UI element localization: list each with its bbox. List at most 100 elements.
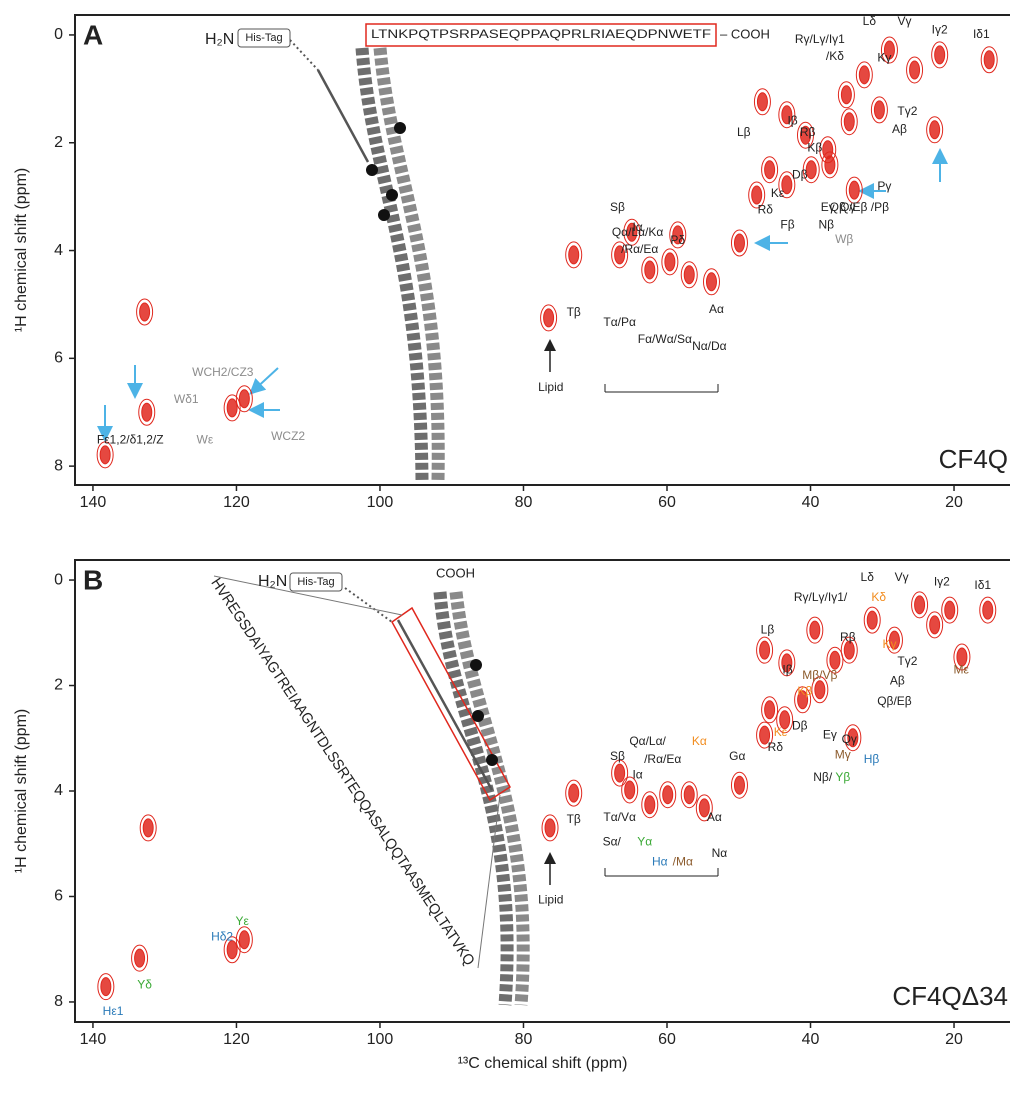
peak — [662, 785, 674, 805]
spin-label — [470, 659, 482, 671]
peak — [982, 600, 994, 620]
peak-contour — [826, 646, 844, 674]
peak — [644, 260, 656, 280]
peak-label: Fε1,2/δ1,2/Z — [97, 432, 164, 446]
peak-label: Kβ — [797, 684, 812, 698]
x-tick-label: 80 — [515, 1031, 533, 1048]
peak-label: Gα — [729, 749, 745, 763]
y-tick-label: 8 — [54, 457, 63, 474]
peak-label: /Rα/Eα — [644, 752, 681, 766]
peak-contour — [911, 591, 929, 619]
peak-label: Mγ — [835, 747, 851, 761]
peak-label: Dβ — [792, 167, 808, 181]
y-tick-label: 2 — [54, 677, 63, 694]
x-tick-label: 140 — [80, 494, 107, 511]
peak — [944, 600, 956, 620]
peak-label: Fα/Wα/Sα — [638, 332, 692, 346]
plot-frame — [74, 14, 1010, 486]
peak-label: Hε1 — [103, 1004, 124, 1018]
peak-contour — [806, 616, 824, 644]
peak — [614, 763, 626, 783]
peak-contour — [880, 36, 898, 64]
peak-label: Sα/ — [603, 834, 622, 848]
peak — [238, 930, 250, 950]
peak — [644, 795, 656, 815]
spin-label — [472, 710, 484, 722]
peak — [134, 948, 146, 968]
peak — [847, 728, 859, 748]
peak-contour — [885, 626, 903, 654]
peak — [929, 120, 941, 140]
peak-label: Kγ — [882, 637, 896, 651]
peak — [139, 302, 151, 322]
peak-contour — [138, 398, 156, 426]
decorations — [97, 23, 948, 1006]
connector — [213, 575, 403, 616]
peak-label: Tγ2 — [897, 104, 917, 118]
peak-label: Sβ — [610, 749, 625, 763]
highlight-box — [391, 606, 511, 802]
peak-label: Kδ — [871, 590, 886, 604]
peak-label: Nα/Dα — [692, 339, 727, 353]
peak-label: Rβ — [840, 630, 856, 644]
peak-contour — [794, 686, 812, 714]
peak — [544, 818, 556, 838]
peak-contour — [980, 46, 998, 74]
x-axis-label: ¹³C chemical shift (ppm) — [458, 1055, 628, 1072]
peak-label: Tγ2 — [897, 654, 917, 668]
peak-label: Qα/Lα/Kα — [612, 225, 664, 239]
peak-label: Iα — [632, 220, 642, 234]
peak-contour — [778, 101, 796, 129]
peak — [683, 265, 695, 285]
peak-label: Nβ — [819, 217, 835, 231]
x-tick-label: 60 — [658, 494, 676, 511]
peak-label: Lδ — [861, 570, 875, 584]
peak-contour — [611, 759, 629, 787]
peak — [883, 40, 895, 60]
n-terminus: H₂N — [258, 573, 287, 590]
peak — [568, 783, 580, 803]
peak-label: Kα — [692, 734, 707, 748]
peak-contour — [565, 241, 583, 269]
peak-contour — [139, 814, 157, 842]
peak-label: Kε — [771, 186, 785, 200]
peak — [626, 222, 638, 242]
peak — [568, 245, 580, 265]
peak-label: Aα — [709, 302, 724, 316]
peak — [843, 640, 855, 660]
peak-label: Iδ1 — [974, 578, 991, 592]
peak-label: Rδ — [758, 202, 774, 216]
tag-box — [289, 572, 343, 592]
peak-contour — [641, 256, 659, 284]
peak — [866, 610, 878, 630]
peak — [664, 252, 676, 272]
peak-label: Lipid — [538, 380, 563, 394]
peak-label: Nα — [712, 846, 728, 860]
peak-contour — [748, 181, 766, 209]
peak-contour — [761, 696, 779, 724]
peak-contour — [695, 794, 713, 822]
peak-contour — [870, 96, 888, 124]
peak-contour — [131, 944, 149, 972]
peak-label: Rβ — [800, 125, 816, 139]
peak — [873, 100, 885, 120]
peak-contour — [565, 779, 583, 807]
peak-label: Rγ/Lγ/Iγ1/ — [794, 590, 848, 604]
peak-contour — [541, 814, 559, 842]
peak — [934, 45, 946, 65]
peak-label: Mβ/Vβ — [802, 668, 837, 682]
peak-contour — [953, 643, 971, 671]
panel-label: A — [83, 19, 103, 50]
peak-label: Rδ — [768, 740, 784, 754]
x-tick-label: 60 — [658, 1031, 676, 1048]
peak-label: Vγ — [898, 14, 912, 28]
peak — [759, 725, 771, 745]
peak — [914, 595, 926, 615]
connector — [477, 794, 501, 969]
peak-contour — [621, 776, 639, 804]
peak — [614, 245, 626, 265]
peak-contour — [855, 61, 873, 89]
linker — [316, 69, 370, 163]
peak-contour — [540, 304, 558, 332]
peak-label: Iβ — [782, 662, 792, 676]
